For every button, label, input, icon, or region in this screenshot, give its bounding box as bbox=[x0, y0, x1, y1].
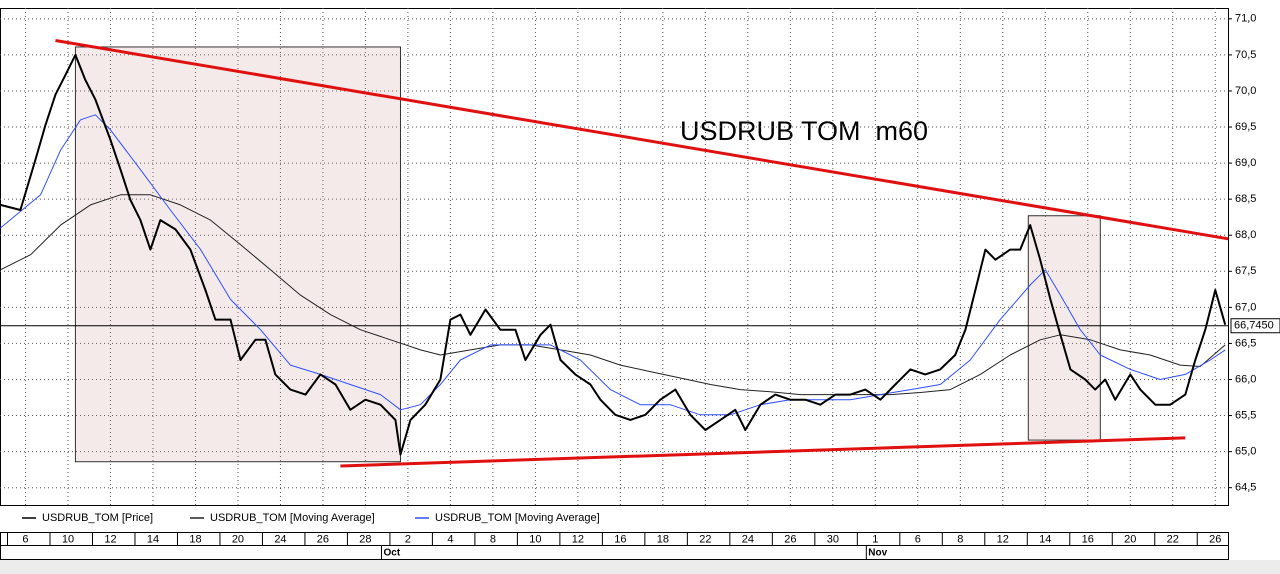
legend-label: USDRUB_TOM [Moving Average] bbox=[210, 512, 375, 524]
moving-average-line bbox=[0, 194, 1226, 396]
status-strip bbox=[0, 560, 1280, 574]
x-tick-label: 24 bbox=[742, 533, 754, 545]
x-tick-label: 14 bbox=[147, 533, 159, 545]
x-tick-label: 6 bbox=[915, 533, 921, 545]
x-tick-label: 4 bbox=[447, 533, 453, 545]
price-line bbox=[0, 53, 1227, 456]
x-tick-label: 20 bbox=[232, 533, 244, 545]
x-tick-label: 30 bbox=[827, 533, 839, 545]
y-tick-label: 68,5 bbox=[1235, 193, 1256, 205]
y-tick-label: 67,0 bbox=[1235, 301, 1256, 313]
y-tick-label: 71,0 bbox=[1235, 13, 1256, 25]
x-tick-label: 18 bbox=[189, 533, 201, 545]
x-tick-label: 18 bbox=[657, 533, 669, 545]
x-tick-label: 12 bbox=[997, 533, 1009, 545]
plot-frame bbox=[0, 8, 1229, 506]
y-tick-label: 67,5 bbox=[1235, 265, 1256, 277]
x-tick-label: 24 bbox=[274, 533, 286, 545]
y-tick-label: 65,5 bbox=[1235, 409, 1256, 421]
legend-label: USDRUB_TOM [Price] bbox=[42, 512, 153, 524]
y-tick-label: 64,5 bbox=[1235, 482, 1256, 494]
y-tick-label: 69,0 bbox=[1235, 157, 1256, 169]
legend-label: USDRUB_TOM [Moving Average] bbox=[435, 512, 600, 524]
x-tick-label: 26 bbox=[784, 533, 796, 545]
y-tick-label: 70,5 bbox=[1235, 49, 1256, 61]
y-tick-label: 69,5 bbox=[1235, 121, 1256, 133]
trend-line bbox=[55, 39, 1229, 241]
x-tick-label: 20 bbox=[1124, 533, 1136, 545]
x-tick-label: 22 bbox=[699, 533, 711, 545]
chart-title: USDRUB TOM m60 bbox=[680, 116, 928, 146]
x-tick-label: 10 bbox=[529, 533, 541, 545]
y-tick-label: 66,5 bbox=[1235, 337, 1256, 349]
x-tick-label: 12 bbox=[572, 533, 584, 545]
x-tick-label: 26 bbox=[317, 533, 329, 545]
last-price-box bbox=[1230, 318, 1280, 334]
x-tick-label: 6 bbox=[22, 533, 28, 545]
x-tick-label: 16 bbox=[614, 533, 626, 545]
x-tick-label: 22 bbox=[1167, 533, 1179, 545]
x-tick-label: 16 bbox=[1082, 533, 1094, 545]
x-tick-label: 14 bbox=[1039, 533, 1051, 545]
highlight-box bbox=[74, 46, 401, 463]
x-tick-label: 2 bbox=[405, 533, 411, 545]
x-tick-label: 8 bbox=[490, 533, 496, 545]
x-tick-label: 8 bbox=[957, 533, 963, 545]
y-tick-label: 65,0 bbox=[1235, 446, 1256, 458]
last-price-label: 66,7450 bbox=[1234, 320, 1274, 332]
x-tick-label: 12 bbox=[104, 533, 116, 545]
x-tick-label: 1 bbox=[872, 533, 878, 545]
y-tick-label: 68,0 bbox=[1235, 229, 1256, 241]
x-tick-label: 28 bbox=[359, 533, 371, 545]
highlight-box bbox=[1027, 215, 1101, 441]
y-tick-label: 66,0 bbox=[1235, 373, 1256, 385]
moving-average-line bbox=[0, 114, 1226, 416]
x-tick-label: 10 bbox=[62, 533, 74, 545]
x-tick-label: 26 bbox=[1209, 533, 1221, 545]
month-label: Oct bbox=[383, 548, 400, 559]
month-label: Nov bbox=[868, 548, 887, 559]
y-tick-label: 70,0 bbox=[1235, 85, 1256, 97]
trend-line bbox=[340, 436, 1186, 468]
